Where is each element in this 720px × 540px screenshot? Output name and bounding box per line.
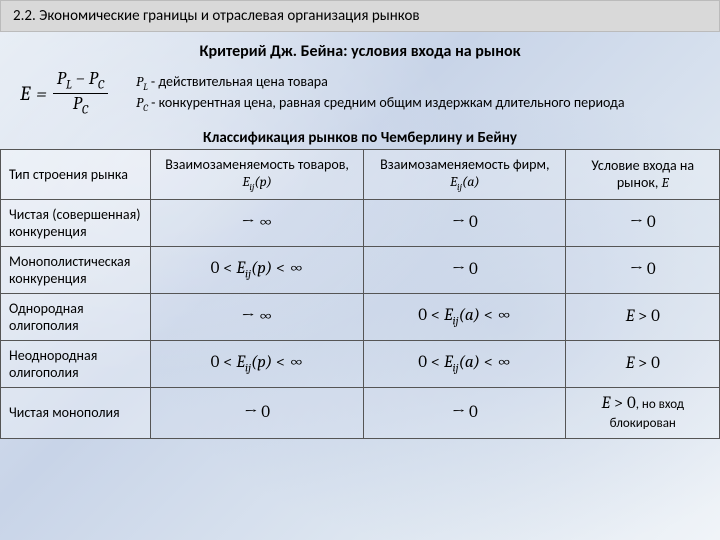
cell: → 0	[364, 387, 566, 438]
table-body: Чистая (совершенная) конкуренция→ ∞→ 0→ …	[1, 199, 720, 438]
cell-entry: → 0	[566, 246, 720, 293]
cell-entry: E > 0	[566, 340, 720, 387]
definitions: PL - действительная цена товара PC - кон…	[136, 73, 624, 115]
row-label: Однородная олигополия	[1, 293, 151, 340]
cell-entry: → 0	[566, 199, 720, 246]
cell: → 0	[364, 199, 566, 246]
formula-eq: =	[36, 82, 47, 105]
table-row: Однородная олигополия→ ∞0 < Eij(a) < ∞E …	[1, 293, 720, 340]
cell: 0 < Eij(a) < ∞	[364, 340, 566, 387]
row-label: Неоднородная олигополия	[1, 340, 151, 387]
table-header-row: Тип строения рынка Взаимозаменяемость то…	[1, 149, 720, 199]
formula-lhs: E	[20, 82, 30, 105]
table-row: Чистая (совершенная) конкуренция→ ∞→ 0→ …	[1, 199, 720, 246]
formula-denominator: PC	[69, 94, 92, 118]
col-header-type: Тип строения рынка	[1, 149, 151, 199]
cell-entry: E > 0, но вход блокирован	[566, 387, 720, 438]
col-header-firms: Взаимозаменяемость фирм, Eij(a)	[364, 149, 566, 199]
cell: → ∞	[151, 199, 364, 246]
cell: 0 < Eij(a) < ∞	[364, 293, 566, 340]
table-title: Классификация рынков по Чемберлину и Бей…	[0, 129, 720, 147]
table-row: Монополистическая конкуренция0 < Eij(p) …	[1, 246, 720, 293]
cell: → 0	[364, 246, 566, 293]
formula-numerator: PL − PC	[53, 69, 108, 94]
table-row: Чистая монополия→ 0→ 0E > 0, но вход бло…	[1, 387, 720, 438]
row-label: Чистая монополия	[1, 387, 151, 438]
cell: 0 < Eij(p) < ∞	[151, 246, 364, 293]
cell: → 0	[151, 387, 364, 438]
bain-formula: E = PL − PC PC	[20, 69, 108, 119]
table-row: Неоднородная олигополия0 < Eij(p) < ∞0 <…	[1, 340, 720, 387]
criterion-title: Критерий Дж. Бейна: условия входа на рын…	[0, 42, 720, 61]
def-line-1: PL - действительная цена товара	[136, 73, 624, 94]
def-line-2: PC - конкурентная цена, равная средним о…	[136, 94, 624, 115]
col-header-goods: Взаимозаменяемость товаров, Eij(p)	[151, 149, 364, 199]
section-header: 2.2. Экономические границы и отраслевая …	[0, 0, 720, 32]
row-label: Монополистическая конкуренция	[1, 246, 151, 293]
cell: → ∞	[151, 293, 364, 340]
formula-fraction: PL − PC PC	[53, 69, 108, 119]
cell-entry: E > 0	[566, 293, 720, 340]
col-header-entry: Условие входа на рынок, E	[566, 149, 720, 199]
formula-block: E = PL − PC PC PL - действительная цена …	[0, 67, 720, 125]
cell: 0 < Eij(p) < ∞	[151, 340, 364, 387]
row-label: Чистая (совершенная) конкуренция	[1, 199, 151, 246]
classification-table: Тип строения рынка Взаимозаменяемость то…	[0, 149, 720, 439]
